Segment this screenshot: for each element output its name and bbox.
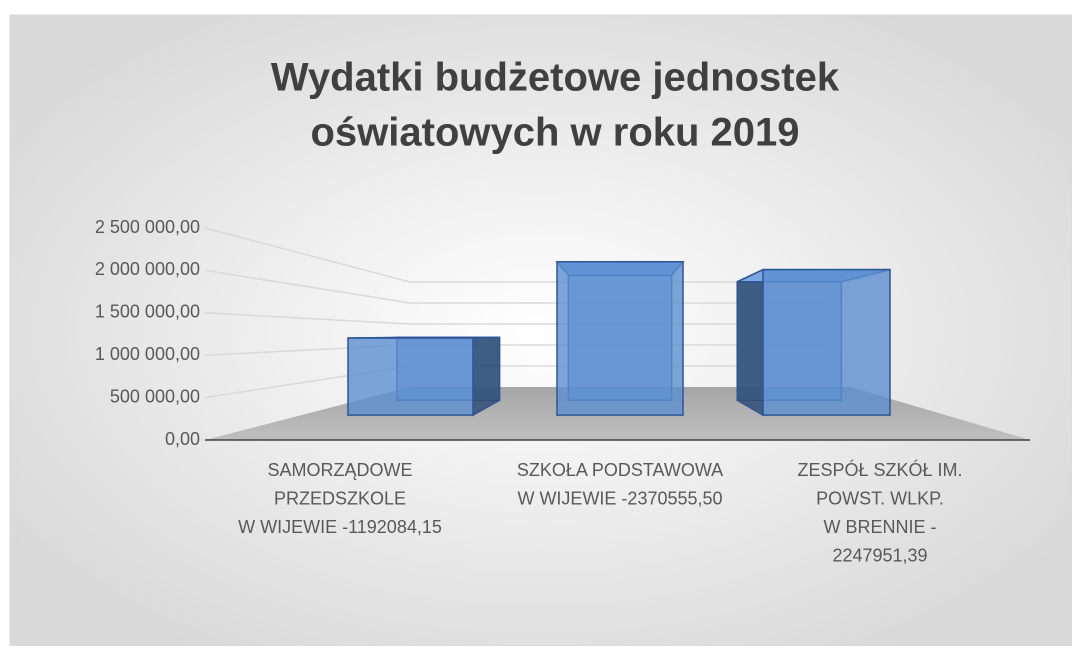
x-tick-label: 2247951,39 <box>832 545 927 565</box>
grid-line <box>204 227 828 283</box>
x-tick-label: PRZEDSZKOLE <box>274 488 406 508</box>
chart-title: Wydatki budżetowe jednostek <box>271 56 840 100</box>
bar <box>762 268 891 416</box>
y-tick-label: 1 000 000,00 <box>95 344 200 364</box>
x-tick-label: ZESPÓŁ SZKÓŁ IM. <box>797 459 962 480</box>
grid-line <box>204 312 828 325</box>
y-tick-label: 500 000,00 <box>110 386 200 406</box>
bar <box>556 261 684 416</box>
bar <box>347 337 474 416</box>
y-tick-label: 1 500 000,00 <box>95 302 200 322</box>
x-tick-label: SZKOŁA PODSTAWOWA <box>517 460 723 480</box>
chart-title: oświatowych w roku 2019 <box>310 111 799 155</box>
grid-line <box>204 269 828 304</box>
x-tick-label: W BRENNIE - <box>823 517 936 537</box>
x-tick-label: W WIJEWIE -2370555,50 <box>517 488 722 508</box>
bar-side <box>736 268 764 417</box>
y-tick-label: 2 500 000,00 <box>95 217 200 237</box>
x-tick-label: W WIJEWIE -1192084,15 <box>238 517 442 537</box>
y-tick-label: 2 000 000,00 <box>95 259 200 279</box>
x-tick-label: POWST. WLKP. <box>816 488 944 508</box>
chart-area <box>9 14 1072 647</box>
x-tick-label: SAMORZĄDOWE <box>267 460 412 480</box>
y-tick-label: 0,00 <box>165 429 200 449</box>
